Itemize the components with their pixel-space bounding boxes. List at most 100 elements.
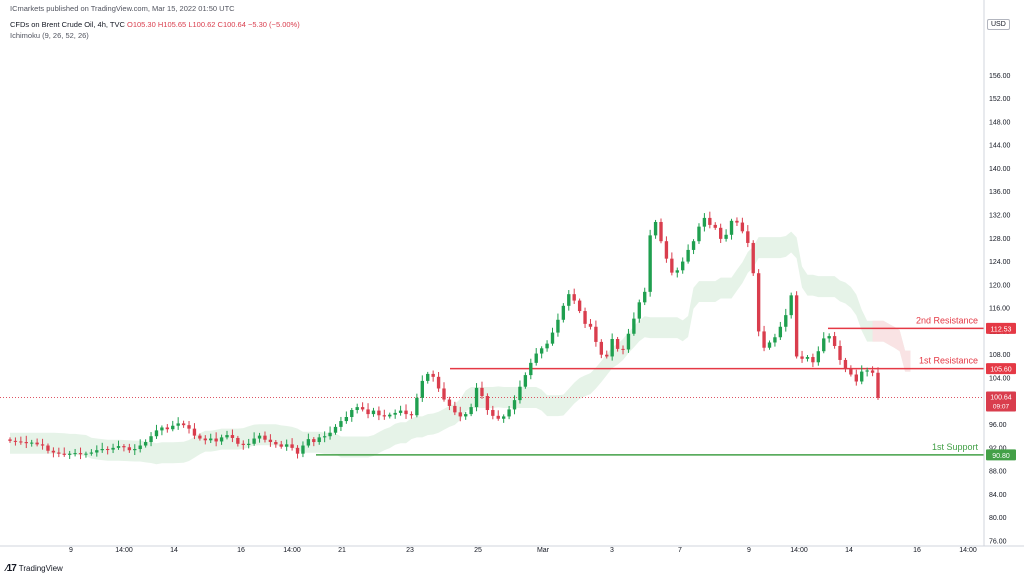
time-tick-label: 16 [913, 547, 921, 554]
candle-body [236, 437, 240, 444]
candle-body [95, 450, 99, 453]
candle-body [295, 447, 300, 454]
candle-body [876, 372, 880, 398]
price-tick-label: 140.00 [989, 166, 1011, 173]
candle-body [643, 291, 647, 303]
cloud-band [10, 231, 911, 465]
candle-body [24, 442, 28, 444]
candle-body [138, 445, 142, 450]
candle-body [474, 387, 479, 408]
price-axis: 156.00 152.00 148.00 144.00 140.00 136.00 132.… [983, 0, 1011, 546]
price-tick-label: 132.00 [989, 213, 1011, 220]
ohlc-close: C100.64 [217, 20, 246, 29]
candle-body [599, 341, 604, 355]
candle-body [545, 343, 549, 349]
candle-body [225, 435, 229, 438]
candle-body [263, 435, 267, 440]
candle-body [19, 441, 23, 443]
candle-body [13, 440, 18, 442]
price-tag [986, 449, 1016, 461]
candle-body [583, 311, 587, 324]
candle-body [849, 368, 853, 375]
candle-body [127, 447, 132, 451]
candle-body [860, 371, 864, 382]
candle-body [257, 435, 262, 439]
candle-body [241, 443, 245, 445]
candle-body [171, 425, 175, 430]
candle-body [350, 410, 354, 418]
currency-button[interactable]: USD [987, 19, 1010, 30]
candle-body [518, 386, 522, 401]
candle-body [73, 453, 77, 455]
candle-body [312, 439, 316, 443]
candle-body [279, 444, 283, 447]
price-tick-label: 76.00 [989, 539, 1007, 546]
tradingview-logo[interactable]: ⁄17 TradingView [6, 563, 63, 574]
candle-body [339, 421, 343, 427]
time-tick-label: 14:00 [283, 547, 301, 554]
candle-body [214, 438, 218, 442]
candle-body [187, 425, 191, 429]
candle-body [57, 452, 61, 454]
price-tick-label: 152.00 [989, 96, 1011, 103]
candle-body [539, 348, 544, 354]
candle-body [447, 399, 452, 406]
candle-body [247, 443, 251, 445]
candle-body [67, 453, 72, 455]
candle-body [8, 439, 12, 441]
candle-body [588, 323, 593, 327]
candle-body [794, 295, 799, 357]
candle-body [870, 370, 875, 373]
symbol-name: CFDs on Brent Crude Oil, 4h, TVC [10, 20, 125, 29]
price-tick-label: 92.00 [989, 445, 1007, 452]
candle-body [176, 423, 180, 426]
candle-body [572, 294, 576, 301]
candle-body [46, 445, 50, 451]
candle-body [122, 446, 126, 448]
candle-body [116, 446, 121, 448]
candle-body [219, 437, 224, 442]
candle-body [111, 447, 115, 450]
candle-body [160, 427, 164, 431]
candle-body [686, 249, 690, 262]
candle-body [409, 414, 414, 416]
candle-body [40, 444, 45, 446]
candle-body [691, 241, 696, 250]
time-tick-label: 14 [170, 547, 178, 554]
indicator-legend[interactable]: Ichimoku (9, 26, 52, 26) [10, 31, 89, 40]
price-tick-label: 116.00 [989, 306, 1010, 313]
candle-body [388, 414, 392, 417]
candle-body [105, 449, 110, 451]
candle-body [653, 221, 658, 236]
candle-body [382, 415, 387, 417]
tradingview-mark-icon: ⁄17 [6, 563, 17, 574]
price-tick-label: 144.00 [989, 143, 1011, 150]
candle-body [615, 338, 620, 349]
candle-body [718, 227, 723, 239]
candle-body [436, 376, 441, 389]
candle-body [865, 370, 869, 372]
candle-body [681, 261, 685, 271]
candle-body [415, 397, 419, 416]
candle-body [398, 410, 403, 413]
candle-body [708, 217, 712, 225]
price-tick-label: 124.00 [989, 259, 1011, 266]
price-tag-value: 105.60 [990, 367, 1012, 374]
candle-body [778, 326, 783, 338]
candle-body [165, 427, 170, 430]
candle-body [35, 442, 39, 445]
candle-body [621, 348, 625, 350]
cloud-band-bearish [872, 320, 911, 372]
candle-body [491, 410, 495, 416]
candle-body [333, 426, 338, 433]
candle-body [485, 396, 490, 411]
candle-body [30, 442, 34, 444]
candle-body [577, 300, 582, 312]
price-tags: 112.53 105.60 90.80 100.64 09:07 [986, 322, 1016, 461]
candle-body [805, 357, 810, 359]
candle-body [377, 410, 381, 416]
time-tick-label: 23 [406, 547, 414, 554]
candle-body [594, 326, 598, 342]
level-lines: 2nd Resistance 1st Resistance 1st Support [0, 315, 984, 456]
